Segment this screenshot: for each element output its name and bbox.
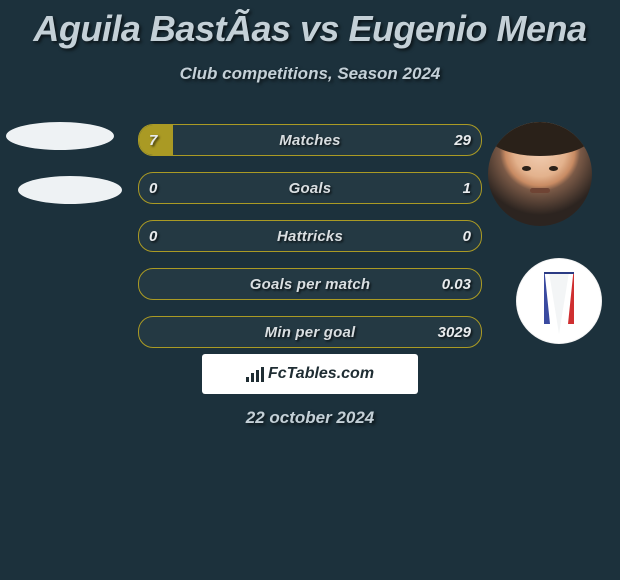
stat-row: Matches7 29 xyxy=(138,124,482,156)
right-player-club-badge xyxy=(516,258,602,344)
stat-value-right: 29 xyxy=(454,125,471,155)
stat-value-right: 0 xyxy=(463,221,471,251)
stat-label: Goals per match xyxy=(139,269,481,299)
page-subtitle: Club competitions, Season 2024 xyxy=(0,64,620,84)
stat-label: Matches xyxy=(139,125,481,155)
infographic-date: 22 october 2024 xyxy=(0,408,620,428)
stat-value-left: 0 xyxy=(149,221,157,251)
stat-label: Goals xyxy=(139,173,481,203)
stat-value-left: 0 xyxy=(149,173,157,203)
stat-label: Hattricks xyxy=(139,221,481,251)
site-name: FcTables.com xyxy=(268,365,374,383)
left-player-badge-placeholder-1 xyxy=(6,122,114,150)
stat-row: Goals0 1 xyxy=(138,172,482,204)
page-title: Aguila BastÃ­as vs Eugenio Mena xyxy=(0,0,620,50)
stat-row: Hattricks0 0 xyxy=(138,220,482,252)
stat-row: Min per goal3029 xyxy=(138,316,482,348)
stat-label: Min per goal xyxy=(139,317,481,347)
stat-value-right: 0.03 xyxy=(442,269,471,299)
fctables-badge: FcTables.com xyxy=(202,354,418,394)
right-player-avatar xyxy=(488,122,592,226)
left-player-badge-placeholder-2 xyxy=(18,176,122,204)
stat-rows: Matches729Goals01Hattricks00Goals per ma… xyxy=(138,124,482,364)
comparison-infographic: Aguila BastÃ­as vs Eugenio Mena Club com… xyxy=(0,0,620,580)
stat-value-left: 7 xyxy=(149,125,157,155)
stat-value-right: 1 xyxy=(463,173,471,203)
stat-value-right: 3029 xyxy=(438,317,471,347)
bar-chart-icon xyxy=(246,366,264,382)
stat-row: Goals per match0.03 xyxy=(138,268,482,300)
